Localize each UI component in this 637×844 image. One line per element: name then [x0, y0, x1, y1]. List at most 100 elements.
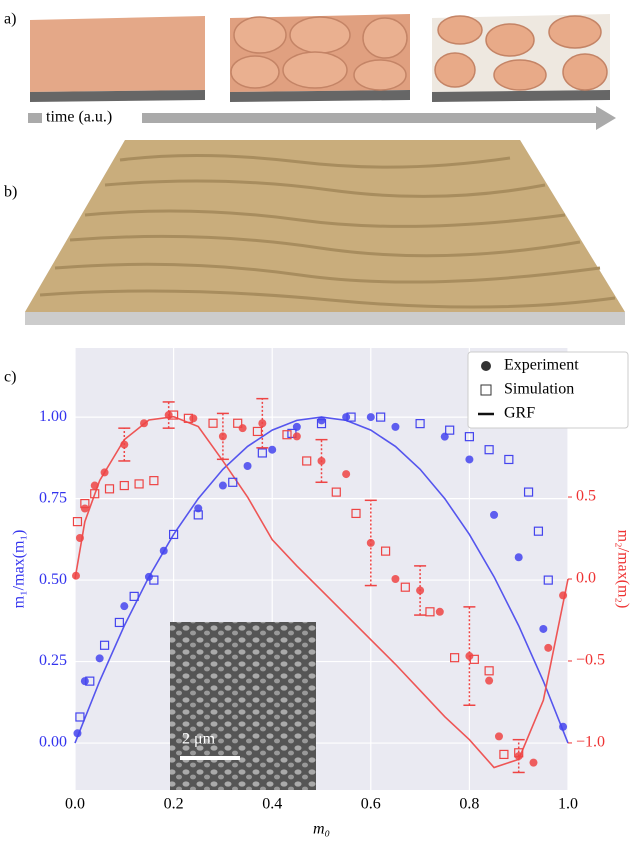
legend-label: Experiment: [504, 357, 579, 374]
experiment-point: [539, 624, 548, 633]
simulation-point: [484, 666, 494, 676]
y2-tick-label: −1.0: [576, 734, 605, 751]
experiment-point: [317, 416, 326, 425]
simulation-point: [282, 430, 292, 440]
experiment-point: [494, 732, 503, 741]
y-tick-label: 0.75: [39, 489, 67, 506]
simulation-point: [208, 418, 218, 428]
simulation-point: [523, 487, 534, 497]
y-tick-label: 1.00: [39, 408, 67, 425]
experiment-point: [243, 461, 252, 470]
simulation-point: [400, 582, 410, 592]
experiment-point: [366, 538, 375, 547]
simulation-point: [504, 454, 514, 465]
experiment-point: [258, 419, 267, 428]
simulation-point: [543, 575, 553, 585]
experiment-point: [90, 481, 99, 490]
simulation-point: [169, 529, 179, 540]
experiment-point: [71, 571, 80, 580]
experiment-point: [268, 445, 277, 454]
simulation-point: [425, 607, 435, 617]
simulation-point: [149, 575, 159, 585]
x-tick-label: 0.0: [65, 796, 85, 813]
simulation-point: [149, 476, 159, 486]
legend-marker: [481, 361, 491, 371]
experiment-point: [559, 591, 568, 600]
experiment-point: [100, 468, 109, 477]
simulation-point: [183, 413, 193, 423]
experiment-point: [391, 575, 400, 584]
simulation-point: [252, 426, 263, 437]
experiment-point: [238, 424, 247, 433]
experiment-point: [366, 413, 375, 422]
axes: 0.0 0.2 0.4 0.6 0.8 1.0 0.00 0.25 0.50 0.75 1.00 −1…: [11, 408, 632, 838]
simulation-point: [228, 477, 238, 487]
simulation-point: [90, 489, 100, 499]
experiment-point: [544, 643, 553, 652]
experiment-point: [490, 510, 499, 519]
simulation-point: [119, 480, 129, 491]
simulation-point: [233, 418, 243, 428]
panel-a-images: [28, 14, 616, 130]
experiment-point: [120, 602, 129, 611]
experiment-point: [140, 419, 149, 428]
simulation-point: [380, 546, 391, 556]
simulation-point: [445, 425, 455, 435]
simulation-point: [193, 510, 203, 520]
experiment-point: [120, 440, 129, 449]
simulation-point: [99, 640, 110, 650]
experiment-point: [435, 607, 444, 616]
experiment-point: [514, 752, 523, 761]
simulation-point: [80, 498, 90, 509]
experiment-point: [559, 722, 568, 731]
experiment-point: [144, 572, 153, 581]
x-axis-label: m₀: [313, 821, 330, 838]
simulation-point: [450, 653, 460, 663]
panel-label: c): [4, 369, 16, 386]
x-tick-label: 0.6: [361, 796, 381, 813]
experiment-point: [342, 413, 351, 422]
simulation-point: [257, 448, 267, 458]
y-tick-label: 0.25: [39, 652, 67, 669]
simulation-point: [346, 412, 356, 422]
experiment-point: [164, 411, 173, 420]
simulation-point: [464, 432, 474, 442]
experiment-point: [80, 677, 89, 686]
experiment-point: [529, 758, 538, 767]
y-axis-label: m₁/max(m₁): [11, 530, 28, 609]
panel-b-surface: [25, 140, 625, 325]
experiment-point: [342, 470, 351, 479]
y2-tick-label: 0.5: [576, 488, 596, 505]
experiment-point: [465, 455, 474, 464]
simulation-point: [316, 419, 327, 429]
legend-label: Simulation: [504, 381, 574, 398]
simulation-point: [104, 484, 115, 494]
simulation-point: [469, 654, 479, 664]
simulation-point: [499, 749, 509, 760]
experiment-point: [465, 652, 474, 661]
legend-label: GRF: [504, 405, 535, 422]
experiment-point: [80, 504, 89, 513]
y2-tick-label: 0.0: [576, 570, 596, 587]
x-tick-label: 0.2: [164, 796, 184, 813]
simulation-point: [75, 712, 85, 722]
experiment-point: [75, 534, 84, 543]
simulation-point: [85, 676, 95, 686]
simulation-point: [331, 487, 341, 497]
simulation-point: [114, 617, 124, 628]
simulation-point: [302, 456, 312, 466]
x-tick-label: 0.4: [262, 796, 282, 813]
experiment-point: [485, 676, 494, 685]
y-tick-label: 0.00: [39, 734, 67, 751]
experiment-point: [73, 729, 82, 738]
experiment-point: [416, 586, 425, 595]
simulation-point: [134, 479, 144, 489]
x-tick-label: 0.8: [459, 796, 479, 813]
simulation-point: [514, 748, 524, 758]
experiment-point: [391, 422, 400, 431]
experiment-point: [317, 456, 326, 465]
simulation-point: [484, 445, 494, 455]
experiment-point: [159, 546, 168, 555]
simulation-point: [169, 410, 179, 420]
